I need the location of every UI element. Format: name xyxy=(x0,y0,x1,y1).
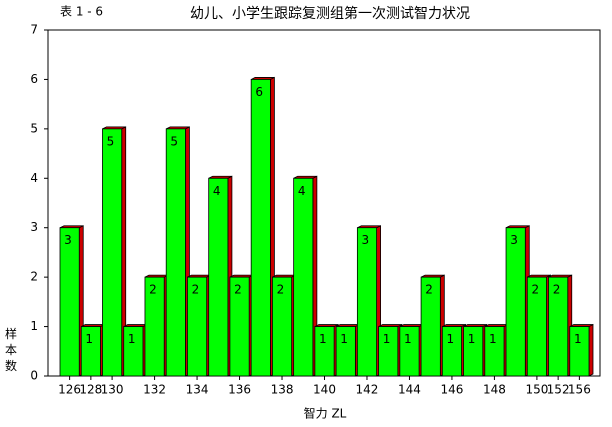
y-tick-label: 7 xyxy=(30,23,38,37)
bar xyxy=(463,326,484,377)
x-tick-label: 146 xyxy=(440,383,463,397)
bar xyxy=(505,227,526,377)
bar xyxy=(59,227,80,377)
data-label: 2 xyxy=(277,283,285,297)
data-label: 4 xyxy=(298,184,306,198)
x-tick-label: 150 xyxy=(525,383,548,397)
data-label: 1 xyxy=(340,332,348,346)
data-label: 2 xyxy=(553,283,561,297)
x-tick-label: 156 xyxy=(568,383,591,397)
x-tick-label: 138 xyxy=(271,383,294,397)
y-tick-label: 5 xyxy=(30,121,38,135)
x-tick-label: 140 xyxy=(313,383,336,397)
bar xyxy=(378,326,399,377)
data-label: 2 xyxy=(149,283,157,297)
y-tick-label: 4 xyxy=(30,171,38,185)
y-axis-label: 样本数 xyxy=(4,327,17,373)
data-label: 3 xyxy=(64,233,72,247)
x-tick-label: 134 xyxy=(186,383,209,397)
x-tick-label: 132 xyxy=(143,383,166,397)
x-tick-label: 142 xyxy=(356,383,379,397)
y-tick-label: 1 xyxy=(30,319,38,333)
bar xyxy=(335,326,356,377)
data-label: 4 xyxy=(213,184,221,198)
data-label: 2 xyxy=(425,283,433,297)
bar xyxy=(356,227,377,377)
x-tick-label: 144 xyxy=(398,383,421,397)
data-label: 5 xyxy=(170,134,178,148)
x-tick-label: 136 xyxy=(228,383,251,397)
data-label: 6 xyxy=(255,85,263,99)
data-label: 1 xyxy=(574,332,582,346)
bar xyxy=(420,276,441,377)
x-tick-label: 148 xyxy=(483,383,506,397)
y-tick-label: 3 xyxy=(30,220,38,234)
data-label: 3 xyxy=(362,233,370,247)
y-tick-label: 0 xyxy=(30,369,38,383)
data-label: 2 xyxy=(531,283,539,297)
data-label: 1 xyxy=(319,332,327,346)
data-label: 2 xyxy=(234,283,242,297)
data-label: 1 xyxy=(85,332,93,346)
data-label: 1 xyxy=(128,332,136,346)
bar xyxy=(165,128,186,377)
bar-side xyxy=(588,323,594,377)
data-label: 2 xyxy=(192,283,200,297)
x-axis-label: 智力 ZL xyxy=(304,406,347,421)
x-tick-label: 130 xyxy=(101,383,124,397)
x-tick-label: 152 xyxy=(547,383,570,397)
table-label: 表 1 - 6 xyxy=(60,5,103,19)
bar xyxy=(250,79,271,377)
data-label: 5 xyxy=(107,134,115,148)
x-tick-label: 126 xyxy=(58,383,81,397)
data-label: 1 xyxy=(446,332,454,346)
bar xyxy=(102,128,123,377)
bar xyxy=(208,177,229,377)
data-label: 1 xyxy=(468,332,476,346)
y-tick-label: 2 xyxy=(30,270,38,284)
bar xyxy=(123,326,144,377)
data-label: 1 xyxy=(404,332,412,346)
x-tick-label: 128 xyxy=(79,383,102,397)
data-label: 1 xyxy=(489,332,497,346)
bar xyxy=(293,177,314,377)
data-label: 1 xyxy=(383,332,391,346)
data-label: 3 xyxy=(510,233,518,247)
chart-title: 幼儿、小学生跟踪复测组第一次测试智力状况 xyxy=(190,5,470,22)
y-tick-label: 6 xyxy=(30,72,38,86)
